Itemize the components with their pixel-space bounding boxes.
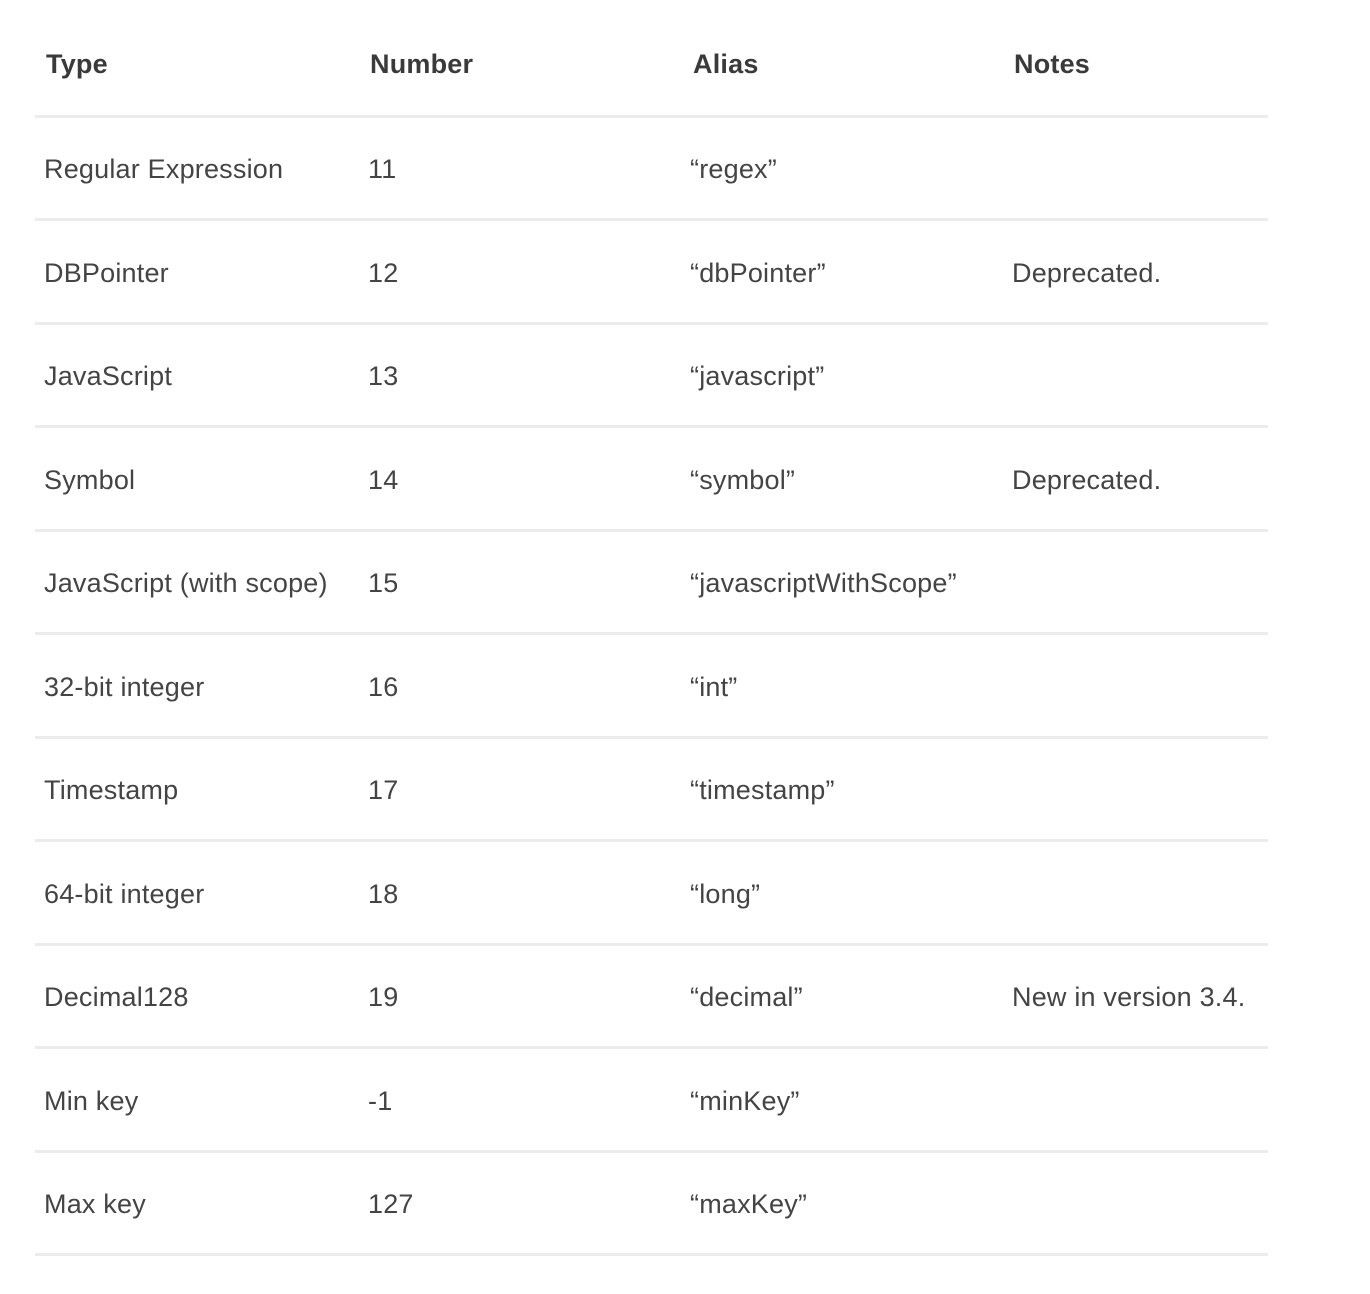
bson-types-table: Type Number Alias Notes Regular Expressi… — [35, 14, 1268, 1256]
table-row: Regular Expression 11 “regex” — [35, 118, 1268, 221]
cell-number: 11 — [368, 154, 397, 185]
cell-type: JavaScript (with scope) — [44, 568, 328, 599]
cell-number: 15 — [368, 568, 399, 599]
table-row: Timestamp 17 “timestamp” — [35, 739, 1268, 842]
cell-number: 17 — [368, 775, 399, 806]
table-row: Decimal128 19 “decimal” New in version 3… — [35, 946, 1268, 1049]
cell-type: 64-bit integer — [44, 878, 205, 909]
header-notes: Notes — [1014, 48, 1091, 79]
cell-alias: “dbPointer” — [690, 257, 826, 288]
cell-number: 12 — [368, 257, 399, 288]
table-row: Min key -1 “minKey” — [35, 1049, 1268, 1153]
cell-number: 127 — [368, 1189, 414, 1220]
cell-type: Regular Expression — [44, 154, 284, 185]
cell-number: 14 — [368, 464, 399, 495]
cell-number: 16 — [368, 671, 399, 702]
cell-number: -1 — [368, 1085, 393, 1116]
cell-alias: “int” — [690, 671, 738, 702]
cell-alias: “javascriptWithScope” — [690, 568, 957, 599]
table-row: 32-bit integer 16 “int” — [35, 635, 1268, 739]
cell-alias: “timestamp” — [690, 775, 835, 806]
cell-alias: “symbol” — [690, 464, 796, 495]
cell-notes: Deprecated. — [1012, 257, 1162, 288]
header-alias: Alias — [693, 48, 759, 79]
table-row: JavaScript 13 “javascript” — [35, 325, 1268, 428]
cell-type: Decimal128 — [44, 982, 189, 1013]
cell-alias: “decimal” — [690, 982, 803, 1013]
cell-alias: “minKey” — [690, 1085, 800, 1116]
cell-alias: “regex” — [690, 154, 777, 185]
cell-alias: “maxKey” — [690, 1189, 808, 1220]
cell-notes: Deprecated. — [1012, 464, 1162, 495]
cell-number: 13 — [368, 361, 399, 392]
table-header-row: Type Number Alias Notes — [35, 14, 1268, 118]
cell-number: 19 — [368, 982, 399, 1013]
cell-type: Max key — [44, 1189, 146, 1220]
cell-type: JavaScript — [44, 361, 173, 392]
header-number: Number — [370, 48, 474, 79]
cell-notes: New in version 3.4. — [1012, 982, 1246, 1013]
cell-type: Min key — [44, 1085, 139, 1116]
table-row: Symbol 14 “symbol” Deprecated. — [35, 428, 1268, 532]
table-row: JavaScript (with scope) 15 “javascriptWi… — [35, 532, 1268, 635]
table-row: DBPointer 12 “dbPointer” Deprecated. — [35, 221, 1268, 325]
cell-type: DBPointer — [44, 257, 169, 288]
cell-type: Timestamp — [44, 775, 179, 806]
cell-number: 18 — [368, 878, 399, 909]
cell-type: 32-bit integer — [44, 671, 205, 702]
header-type: Type — [46, 48, 108, 79]
table-row: 64-bit integer 18 “long” — [35, 842, 1268, 946]
table-row: Max key 127 “maxKey” — [35, 1153, 1268, 1256]
cell-alias: “javascript” — [690, 361, 825, 392]
cell-type: Symbol — [44, 464, 136, 495]
cell-alias: “long” — [690, 878, 761, 909]
